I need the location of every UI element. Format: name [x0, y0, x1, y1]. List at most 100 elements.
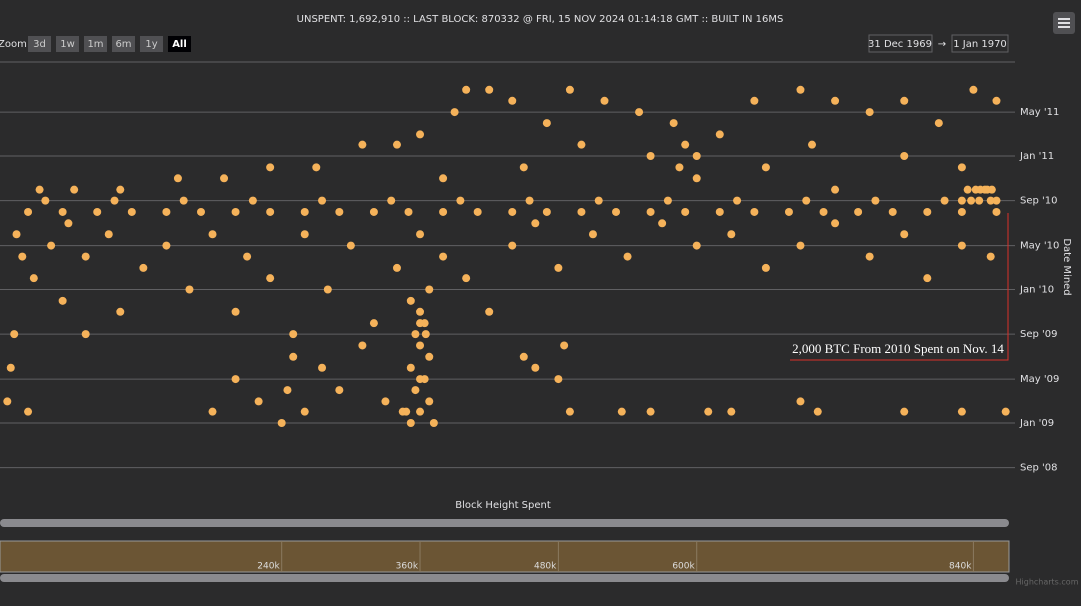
point — [761, 263, 770, 272]
zoom-button-label[interactable]: 3d — [33, 39, 46, 50]
zoom-button-label[interactable]: 6m — [115, 39, 131, 50]
point — [508, 241, 517, 250]
point — [392, 140, 401, 149]
point — [335, 207, 344, 216]
point — [865, 108, 874, 117]
point — [831, 96, 840, 105]
point — [900, 151, 909, 160]
point — [992, 96, 1001, 105]
point — [871, 196, 880, 205]
point — [934, 119, 943, 128]
scrollbar[interactable] — [0, 574, 1009, 582]
point — [289, 352, 298, 361]
point — [975, 196, 984, 205]
point — [58, 296, 67, 305]
point — [406, 296, 415, 305]
point — [402, 407, 411, 416]
point — [750, 207, 759, 216]
point — [127, 207, 136, 216]
status-header: UNSPENT: 1,692,910 :: LAST BLOCK: 870332… — [297, 14, 784, 25]
point — [577, 207, 586, 216]
point — [940, 196, 949, 205]
point — [196, 207, 205, 216]
point — [531, 363, 540, 372]
point — [796, 85, 805, 94]
date-to[interactable]: 1 Jan 1970 — [953, 39, 1007, 50]
point — [819, 207, 828, 216]
x-axis-title: Block Height Spent — [455, 500, 551, 511]
point — [18, 252, 27, 261]
point — [358, 140, 367, 149]
point — [542, 207, 551, 216]
point — [289, 330, 298, 339]
point — [416, 375, 425, 384]
point — [81, 252, 90, 261]
point — [612, 207, 621, 216]
point — [283, 386, 292, 395]
y-tick-label: Jan '09 — [1019, 418, 1054, 429]
point — [508, 96, 517, 105]
scrollbar[interactable] — [0, 519, 1009, 527]
point — [900, 230, 909, 239]
point — [462, 274, 471, 283]
zoom-button[interactable] — [168, 36, 191, 52]
date-from[interactable]: 31 Dec 1969 — [868, 39, 932, 50]
point — [692, 151, 701, 160]
point — [715, 130, 724, 139]
point — [416, 407, 425, 416]
point — [47, 241, 56, 250]
date-from-box[interactable] — [868, 34, 933, 53]
zoom-button-label[interactable]: All — [172, 39, 187, 50]
point — [900, 96, 909, 105]
point — [429, 418, 438, 427]
point — [411, 330, 420, 339]
point — [231, 375, 240, 384]
navigator[interactable] — [0, 540, 1010, 573]
point — [554, 375, 563, 384]
zoom-button-label[interactable]: 1y — [145, 39, 157, 50]
point — [658, 219, 667, 228]
point — [439, 207, 448, 216]
zoom-button-label[interactable]: 1w — [60, 39, 75, 50]
point — [784, 207, 793, 216]
navigator-tick-label: 360k — [396, 562, 419, 572]
point — [600, 96, 609, 105]
point — [318, 363, 327, 372]
point — [6, 363, 15, 372]
point — [957, 407, 966, 416]
point — [531, 219, 540, 228]
zoom-button[interactable] — [28, 36, 51, 52]
zoom-button[interactable] — [112, 36, 135, 52]
credits: Highcharts.com — [1016, 578, 1079, 587]
point — [456, 196, 465, 205]
point — [831, 185, 840, 194]
point — [588, 230, 597, 239]
point — [485, 85, 494, 94]
y-tick-label: Sep '10 — [1020, 196, 1058, 207]
y-tick-label: May '09 — [1020, 374, 1059, 385]
point — [692, 174, 701, 183]
point — [24, 207, 33, 216]
menu-button[interactable] — [1053, 12, 1075, 34]
annotation-line — [790, 213, 1009, 361]
date-to-box[interactable] — [951, 34, 1009, 53]
point — [646, 407, 655, 416]
zoom-button[interactable] — [140, 36, 163, 52]
point — [969, 85, 978, 94]
zoom-button[interactable] — [84, 36, 107, 52]
point — [986, 252, 995, 261]
point — [704, 407, 713, 416]
point — [560, 341, 569, 350]
point — [681, 207, 690, 216]
point — [986, 196, 995, 205]
point — [473, 207, 482, 216]
zoom-button[interactable] — [56, 36, 79, 52]
point — [323, 285, 332, 294]
zoom-button-label[interactable]: 1m — [87, 39, 103, 50]
point — [957, 207, 966, 216]
point — [208, 407, 217, 416]
point — [411, 386, 420, 395]
point — [957, 196, 966, 205]
point — [900, 407, 909, 416]
